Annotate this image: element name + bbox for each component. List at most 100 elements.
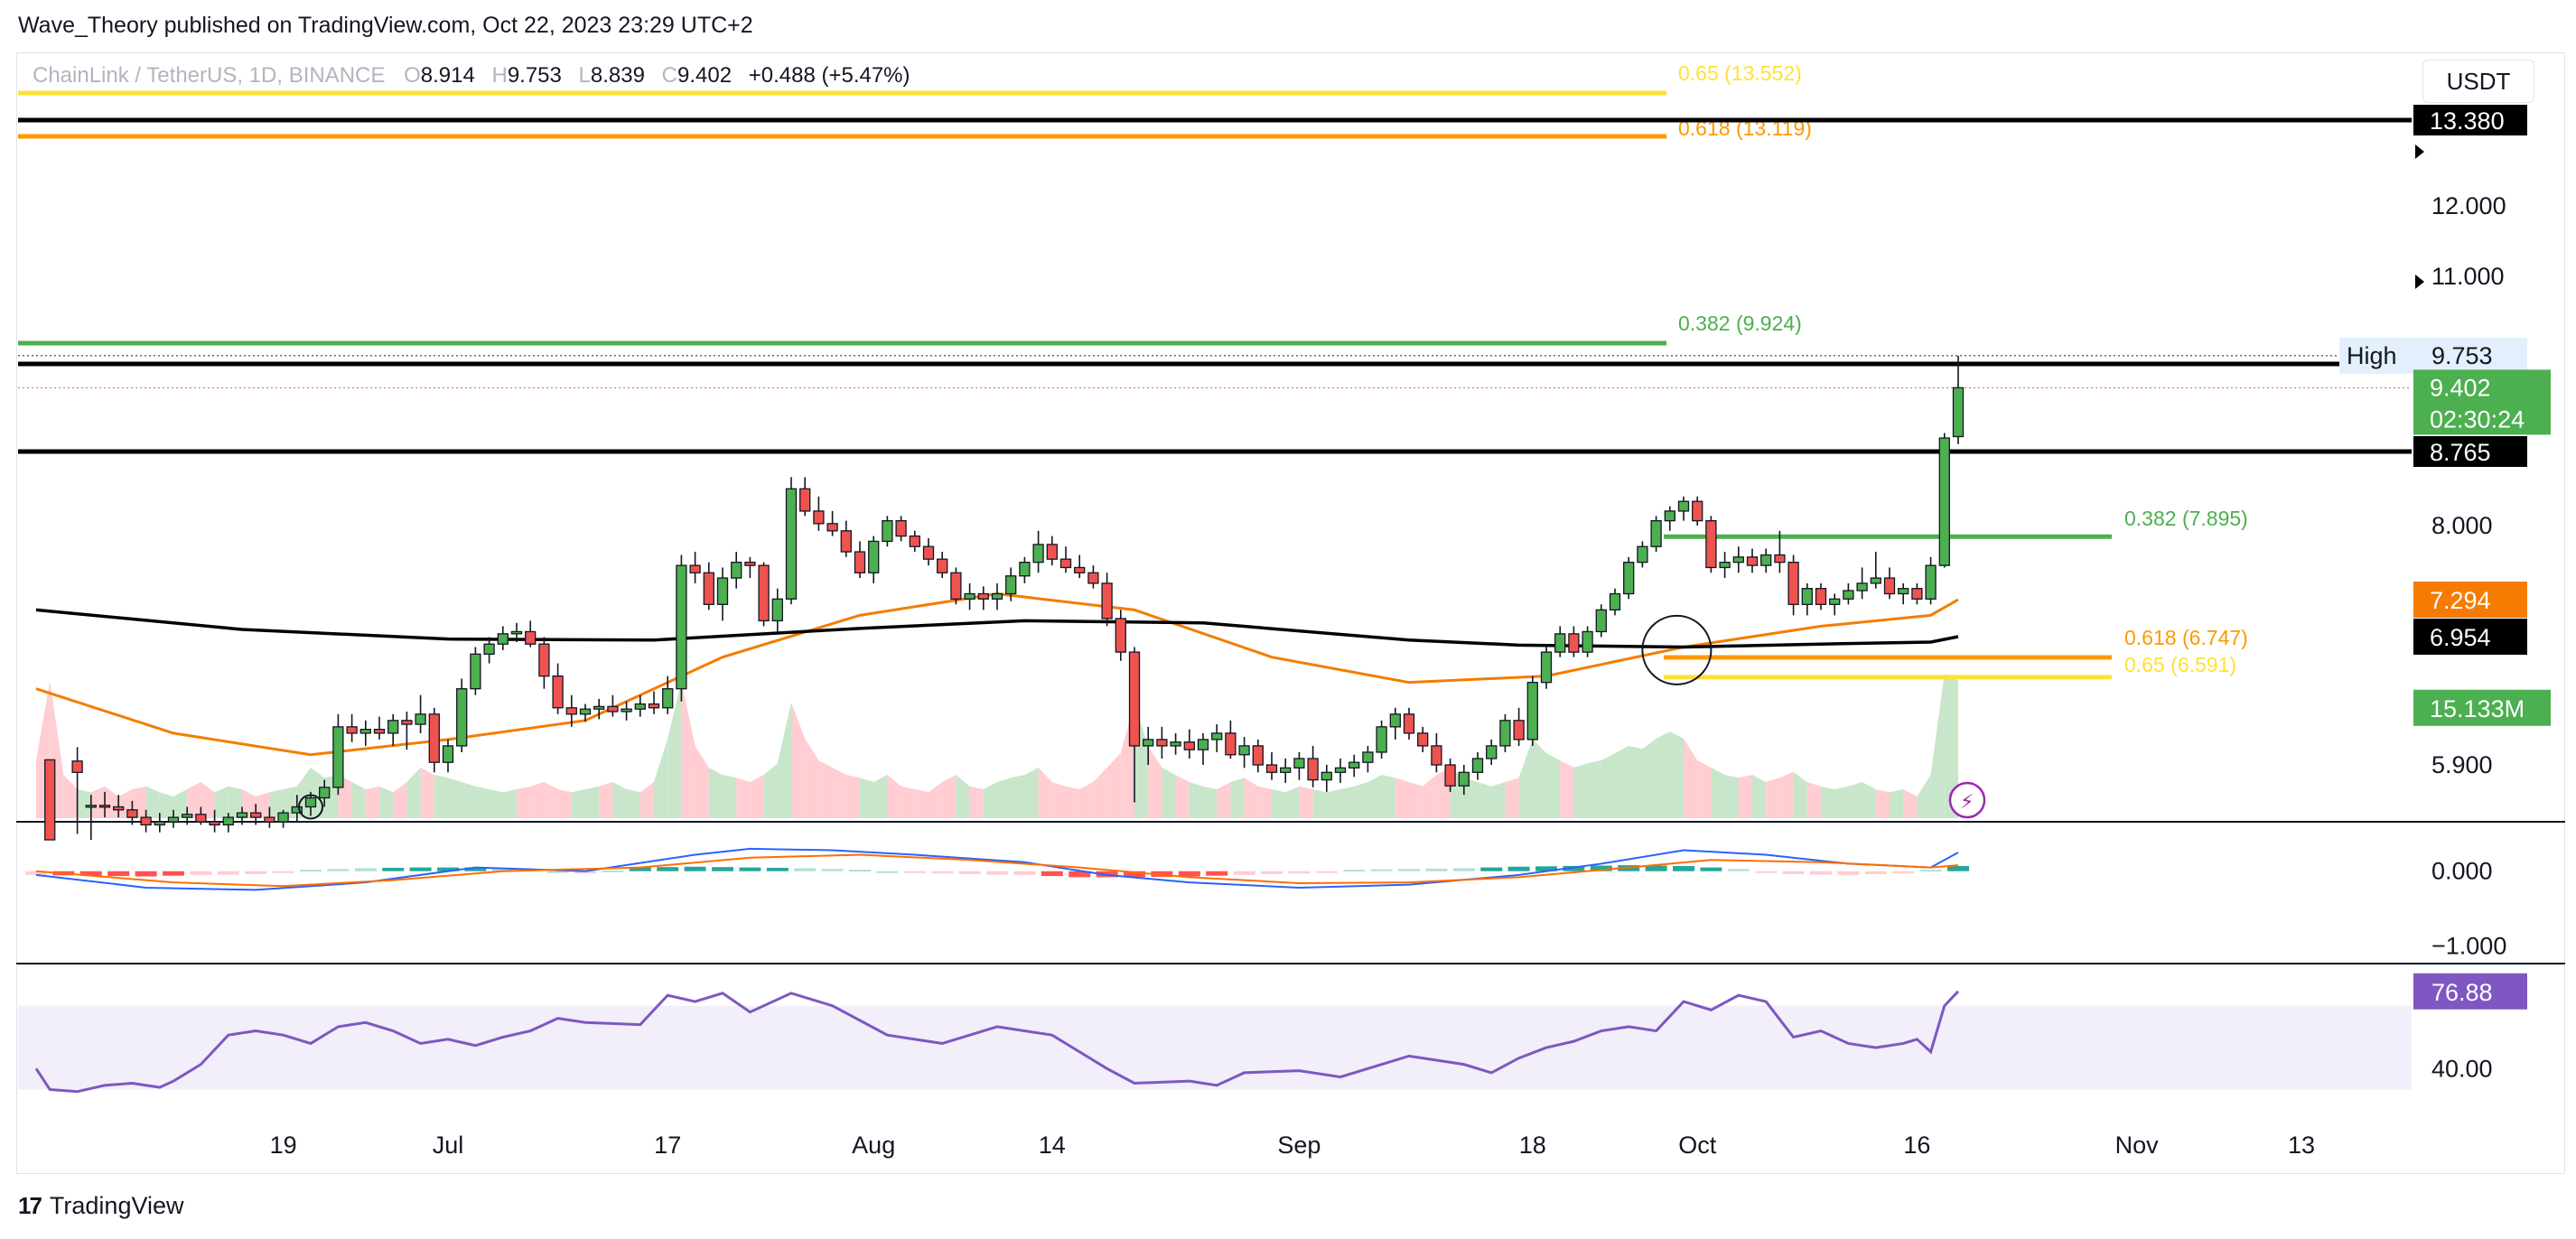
candle-body (1870, 577, 1881, 584)
legend-close-label: C (661, 63, 677, 88)
macd-histogram-bar (1178, 871, 1200, 877)
macd-histogram-bar (712, 867, 733, 871)
candle-body (1829, 598, 1841, 605)
lightning-glyph-icon: ⚡ (1960, 790, 1974, 813)
volume-area (1821, 786, 1835, 818)
candle-body (1568, 633, 1580, 653)
candle-body (799, 488, 811, 512)
volume-area (873, 775, 888, 818)
macd-histogram-bar (958, 871, 981, 875)
volume-area (708, 768, 723, 818)
price-axis-tick: 11.000 (2431, 263, 2505, 290)
volume-area (63, 775, 78, 818)
candle-body (470, 653, 481, 690)
macd-histogram-bar (574, 871, 596, 874)
candle-body (648, 703, 660, 709)
volume-area (1272, 789, 1286, 818)
macd-histogram-bar (327, 869, 350, 871)
candle-body (277, 812, 289, 823)
candle-body (1595, 609, 1607, 633)
volume-area (1423, 775, 1437, 818)
volume-area (105, 786, 119, 818)
time-axis-tick: Nov (2115, 1132, 2160, 1159)
volume-area (654, 739, 668, 818)
volume-area (845, 775, 860, 818)
legend-symbol[interactable]: ChainLink / TetherUS, 1D, BINANCE (33, 63, 386, 88)
volume-area (1601, 753, 1615, 818)
candle-body (662, 688, 674, 709)
volume-area (599, 782, 613, 818)
macd-histogram-bar (1673, 865, 1694, 871)
candle-body (964, 592, 975, 600)
candle-body (1815, 588, 1827, 605)
volume-area (1381, 775, 1395, 818)
volume-area (914, 789, 929, 818)
macd-histogram-bar (409, 867, 432, 871)
volume-area (557, 789, 572, 818)
candle-body (71, 760, 83, 773)
volume-area (1546, 753, 1561, 818)
macd-histogram-bar (1919, 870, 1942, 872)
candle-body (1746, 556, 1759, 566)
macd-histogram-bar (1590, 865, 1612, 871)
candle-body (1911, 588, 1923, 600)
candle-body (1664, 510, 1675, 522)
candle-body (456, 688, 468, 747)
candle-body (1486, 745, 1498, 759)
high-tag (2339, 337, 2527, 374)
ma-price-tag-label: 7.294 (2430, 587, 2491, 614)
candle-body (703, 572, 714, 605)
volume-area (1505, 778, 1519, 818)
ma-price-tag (2413, 582, 2527, 618)
volume-area (1697, 760, 1712, 818)
volume-area (736, 778, 751, 818)
ma-price-tag (2413, 619, 2527, 655)
legend-change: +0.488 (+5.47%) (748, 63, 910, 88)
candle-body (1431, 745, 1442, 766)
candle-body (1170, 741, 1181, 747)
volume-area (612, 782, 627, 818)
candle-body (525, 630, 537, 645)
volume-area (667, 681, 682, 818)
time-axis-tick: Jul (433, 1132, 464, 1159)
tradingview-brand[interactable]: 17 TradingView (18, 1192, 184, 1220)
candle-body (1938, 437, 1950, 566)
volume-area (1024, 768, 1039, 818)
macd-histogram-bar (245, 871, 267, 875)
candle-body (552, 675, 564, 709)
volume-area (1340, 786, 1355, 818)
ma-price-tag-label: 6.954 (2430, 624, 2491, 651)
volume-area (1518, 739, 1533, 818)
volume-area (1093, 768, 1107, 818)
volume-area (1244, 778, 1258, 818)
candle-body (1265, 764, 1278, 773)
volume-area (1285, 786, 1300, 818)
macd-axis-tick: 0.000 (2431, 858, 2493, 885)
candle-body (621, 708, 632, 713)
candle-body (1774, 554, 1786, 564)
candle-body (1458, 771, 1470, 787)
volume-area (1354, 782, 1368, 818)
candle-body (826, 523, 838, 532)
volume-area (1656, 731, 1670, 818)
volume-area (1779, 771, 1794, 818)
macd-histogram-bar (931, 871, 954, 874)
candle-body (1307, 758, 1319, 781)
volume-area (956, 775, 970, 818)
macd-histogram-bar (1343, 870, 1366, 872)
candle-body (758, 564, 770, 622)
volume-area (1079, 782, 1094, 818)
volume-area (1038, 768, 1052, 818)
macd-histogram-bar (25, 871, 47, 875)
volume-area (530, 782, 545, 818)
volume-area (887, 775, 901, 818)
volume-area (1491, 782, 1506, 818)
macd-histogram-bar (135, 871, 157, 877)
candle-body (840, 530, 852, 553)
price-axis-tick: 8.000 (2431, 512, 2493, 539)
currency-selector[interactable]: USDT (2422, 60, 2534, 103)
macd-histogram-bar (849, 870, 871, 872)
candle-body (634, 703, 646, 710)
lightning-icon (1948, 781, 1986, 819)
